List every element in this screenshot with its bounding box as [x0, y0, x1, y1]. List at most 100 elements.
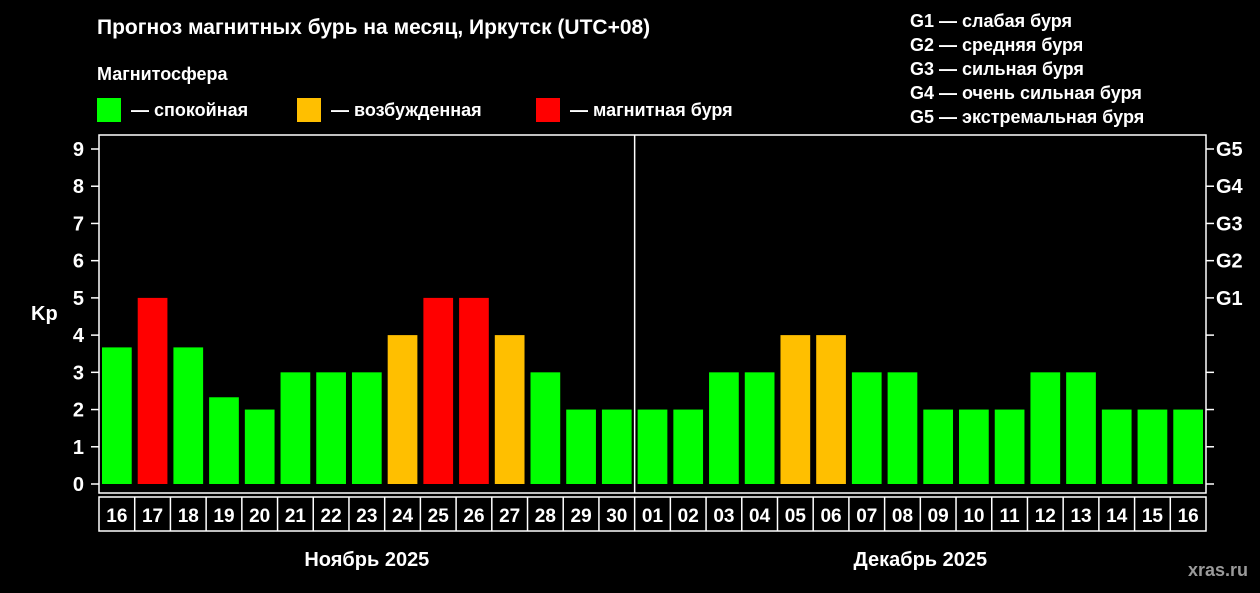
y-tick-label-7: 7 — [73, 213, 84, 235]
bar-25 — [959, 409, 989, 484]
bar-15 — [601, 409, 632, 484]
x-tick-label-23: 08 — [892, 506, 913, 527]
bar-2 — [137, 297, 168, 484]
g-label-g1: G1 — [1216, 288, 1243, 310]
y-tick-label-1: 1 — [73, 437, 84, 459]
month-label-2: Декабрь 2025 — [853, 549, 987, 571]
legend-swatch-calm — [97, 98, 121, 122]
y-tick-label-5: 5 — [73, 288, 84, 310]
x-tick-label-21: 06 — [820, 506, 841, 527]
y-tick-label-3: 3 — [73, 362, 84, 384]
bar-1 — [102, 347, 132, 484]
g-label-g3: G3 — [1216, 213, 1243, 235]
bar-10 — [423, 297, 454, 484]
x-tick-label-25: 10 — [963, 506, 984, 527]
bar-8 — [351, 372, 382, 484]
bar-31 — [1173, 409, 1203, 484]
y-axis-label: Kp — [31, 303, 58, 325]
bar-21 — [816, 335, 846, 484]
storm-scale-list: G1 — слабая буря G2 — средняя буря G3 — … — [910, 9, 1144, 129]
legend-label-storm: — магнитная буря — [570, 99, 733, 120]
x-tick-label-20: 05 — [785, 506, 807, 527]
bar-18 — [709, 372, 739, 484]
bar-9 — [387, 335, 418, 484]
g-label-g2: G2 — [1216, 251, 1243, 273]
bar-22 — [851, 372, 882, 484]
storm-scale-g5: G5 — экстремальная буря — [910, 107, 1145, 127]
x-tick-label-4: 19 — [213, 506, 234, 527]
bar-11 — [459, 297, 489, 484]
storm-scale-g1: G1 — слабая буря — [910, 11, 1073, 31]
x-tick-label-3: 18 — [178, 506, 199, 527]
bar-30 — [1137, 409, 1168, 484]
x-tick-label-8: 23 — [356, 506, 377, 527]
bar-16 — [637, 409, 668, 484]
storm-scale-g4: G4 — очень сильная буря — [910, 83, 1142, 103]
legend: — спокойная — возбужденная — магнитная б… — [97, 97, 797, 123]
chart-title: Прогноз магнитных бурь на месяц, Иркутск… — [97, 16, 651, 39]
x-tick-label-28: 13 — [1070, 506, 1091, 527]
x-tick-label-7: 22 — [321, 506, 342, 527]
day-label-strip — [98, 496, 1207, 532]
x-tick-label-18: 03 — [713, 506, 734, 527]
bar-28 — [1066, 372, 1096, 484]
x-tick-label-15: 30 — [606, 506, 627, 527]
x-tick-label-24: 09 — [928, 506, 949, 527]
bar-17 — [673, 409, 704, 484]
x-tick-label-27: 12 — [1035, 506, 1056, 527]
x-tick-label-14: 29 — [571, 506, 592, 527]
storm-scale-g3: G3 — сильная буря — [910, 59, 1084, 79]
legend-item-calm: — спокойная — [97, 97, 248, 123]
x-tick-label-9: 24 — [392, 506, 414, 527]
watermark: xras.ru — [1187, 560, 1248, 580]
y-tick-label-0: 0 — [73, 474, 84, 496]
x-tick-label-12: 27 — [499, 506, 520, 527]
y-tick-label-2: 2 — [73, 400, 84, 422]
g-label-g4: G4 — [1216, 176, 1244, 198]
bar-19 — [744, 372, 775, 484]
y-tick-label-8: 8 — [73, 176, 84, 198]
y-tick-label-6: 6 — [73, 251, 84, 273]
x-tick-label-17: 02 — [678, 506, 699, 527]
x-tick-label-29: 14 — [1106, 506, 1128, 527]
x-tick-label-22: 07 — [856, 506, 877, 527]
y-tick-label-4: 4 — [73, 325, 85, 347]
bar-4 — [209, 397, 239, 484]
x-tick-label-6: 21 — [285, 506, 307, 527]
storm-scale-g2: G2 — средняя буря — [910, 35, 1084, 55]
x-tick-label-10: 25 — [428, 506, 450, 527]
bar-24 — [923, 409, 954, 484]
plot-frame — [98, 134, 1207, 494]
x-tick-label-13: 28 — [535, 506, 556, 527]
month-label-1: Ноябрь 2025 — [304, 549, 429, 571]
x-tick-label-16: 01 — [642, 506, 664, 527]
bar-6 — [280, 372, 311, 484]
legend-swatch-excited — [297, 98, 321, 122]
legend-label-excited: — возбужденная — [331, 99, 482, 120]
bar-29 — [1101, 409, 1132, 484]
legend-item-storm: — магнитная буря — [536, 97, 733, 123]
bar-3 — [173, 347, 204, 484]
bar-12 — [494, 335, 525, 484]
bar-20 — [780, 335, 811, 484]
bar-26 — [994, 409, 1025, 484]
bar-5 — [244, 409, 275, 484]
bar-14 — [566, 409, 596, 484]
x-tick-label-5: 20 — [249, 506, 270, 527]
x-tick-label-30: 15 — [1142, 506, 1164, 527]
bar-13 — [530, 372, 561, 484]
bar-23 — [887, 372, 918, 484]
legend-item-excited: — возбужденная — [297, 97, 482, 123]
y-tick-label-9: 9 — [73, 139, 84, 161]
bar-27 — [1030, 372, 1061, 484]
x-tick-label-11: 26 — [463, 506, 484, 527]
x-tick-label-2: 17 — [142, 506, 163, 527]
legend-swatch-storm — [536, 98, 560, 122]
g-label-g5: G5 — [1216, 139, 1243, 161]
legend-label-calm: — спокойная — [131, 99, 249, 120]
bar-7 — [316, 372, 346, 484]
x-tick-label-1: 16 — [106, 506, 127, 527]
x-tick-label-19: 04 — [749, 506, 771, 527]
x-tick-label-26: 11 — [1000, 506, 1021, 527]
